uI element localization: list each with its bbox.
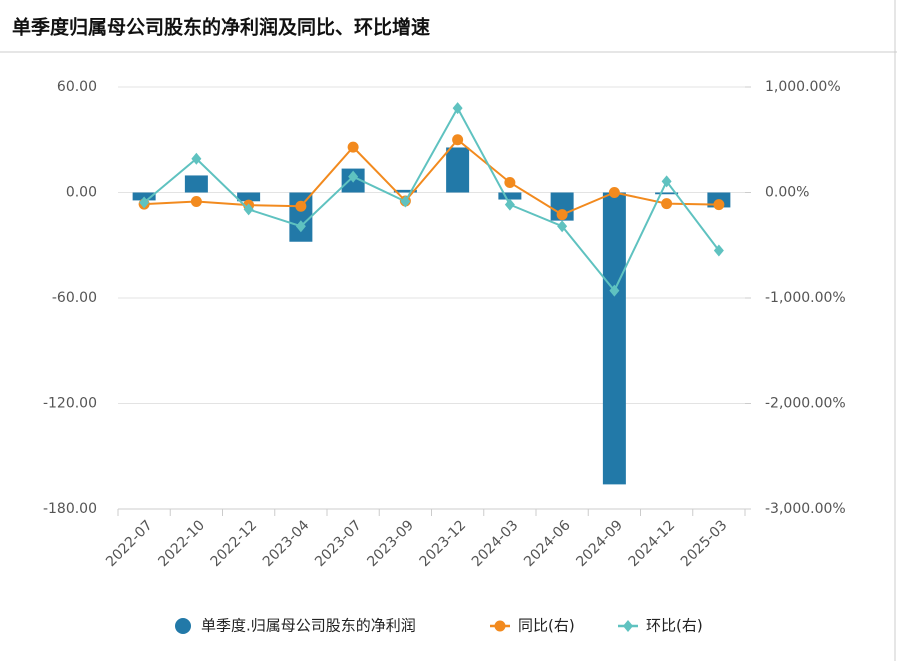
marker: [191, 152, 202, 165]
marker: [295, 200, 307, 212]
marker: [243, 203, 254, 216]
marker: [139, 196, 150, 209]
y2-tick-label: -3,000.00%: [765, 501, 846, 517]
bar: [602, 192, 626, 485]
marker: [713, 244, 724, 257]
marker: [452, 134, 464, 146]
y-tick-label: -60.00: [52, 290, 97, 306]
x-tick-label: 2023-09: [364, 517, 417, 570]
y-tick-label: 0.00: [66, 185, 97, 201]
x-tick-label: 2024-06: [521, 517, 574, 570]
marker: [504, 176, 516, 188]
bar: [289, 192, 313, 242]
x-tick-label: 2023-04: [260, 517, 313, 570]
x-tick-label: 2024-09: [573, 517, 626, 570]
x-tick-label: 2024-12: [626, 517, 679, 570]
x-tick-label: 2025-03: [678, 517, 731, 570]
marker: [295, 220, 306, 233]
legend-marker: [623, 620, 633, 632]
legend-marker: [175, 618, 191, 634]
marker: [557, 220, 568, 233]
legend-label: 同比(右): [518, 617, 575, 635]
x-tick-label: 2024-03: [469, 517, 522, 570]
marker: [556, 209, 568, 221]
bar: [446, 147, 470, 193]
x-tick-label: 2022-10: [155, 517, 208, 570]
marker: [661, 198, 673, 210]
line: [143, 106, 720, 293]
bar: [655, 192, 679, 195]
legend-label: 环比(右): [646, 617, 703, 635]
line: [144, 138, 719, 216]
bar: [498, 192, 522, 200]
y2-tick-label: 1,000.00%: [765, 79, 841, 95]
y2-tick-label: -2,000.00%: [765, 396, 846, 412]
chart-title: 单季度归属母公司股东的净利润及同比、环比增速: [12, 16, 430, 39]
y-tick-label: -120.00: [43, 396, 97, 412]
bar: [237, 192, 261, 202]
marker: [504, 198, 515, 211]
marker: [400, 195, 411, 208]
y-tick-label: -180.00: [43, 501, 97, 517]
marker: [608, 187, 620, 198]
marker: [609, 284, 620, 297]
x-tick-label: 2023-07: [312, 517, 365, 570]
y2-tick-label: 0.00%: [765, 185, 809, 201]
marker: [713, 199, 725, 211]
marker: [661, 175, 672, 188]
x-tick-label: 2023-12: [417, 517, 470, 570]
marker: [190, 195, 202, 207]
bar: [550, 192, 574, 221]
legend-marker: [494, 620, 506, 632]
x-tick-label: 2022-07: [103, 517, 156, 570]
y-tick-label: 60.00: [57, 79, 97, 95]
bar: [393, 189, 417, 193]
marker: [452, 102, 463, 115]
y2-tick-label: -1,000.00%: [765, 290, 846, 306]
marker: [348, 170, 359, 183]
legend-label: 单季度.归属母公司股东的净利润: [201, 617, 416, 635]
marker: [347, 141, 359, 153]
x-tick-label: 2022-12: [208, 517, 261, 570]
bar: [132, 192, 156, 201]
bar: [184, 175, 208, 193]
